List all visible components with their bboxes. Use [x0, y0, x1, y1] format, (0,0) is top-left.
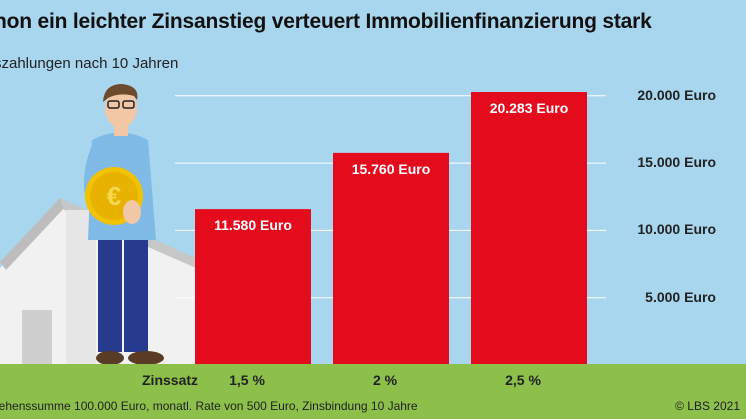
- bars: 11.580 Euro 15.760 Euro 20.283 Euro: [195, 92, 587, 365]
- chart-title: hon ein leichter Zinsanstieg verteuert I…: [0, 10, 652, 33]
- y-tick-label: 20.000 Euro: [637, 86, 716, 103]
- ground-strip: [0, 364, 746, 419]
- footnote: lehenssumme 100.000 Euro, monatl. Rate v…: [0, 399, 418, 413]
- bar: [333, 152, 449, 365]
- y-tick-label: 5.000 Euro: [645, 288, 716, 305]
- chart-subtitle: szahlungen nach 10 Jahren: [0, 55, 179, 72]
- bar-data-label: 20.283 Euro: [490, 100, 569, 116]
- x-axis-label: Zinssatz: [142, 372, 199, 388]
- bar-data-label: 15.760 Euro: [352, 161, 431, 177]
- source-credit: © LBS 2021: [675, 399, 740, 413]
- bar: [195, 209, 311, 365]
- svg-text:€: €: [107, 181, 121, 211]
- x-tick-label: 2 %: [372, 372, 398, 388]
- y-tick-label: 15.000 Euro: [637, 154, 716, 171]
- person-illustration: €: [83, 84, 164, 365]
- y-tick-label: 10.000 Euro: [637, 221, 716, 238]
- x-tick-label: 2,5 %: [505, 372, 541, 388]
- x-tick-label: 1,5 %: [229, 372, 265, 388]
- bar-data-label: 11.580 Euro: [214, 217, 292, 233]
- bar: [471, 92, 587, 365]
